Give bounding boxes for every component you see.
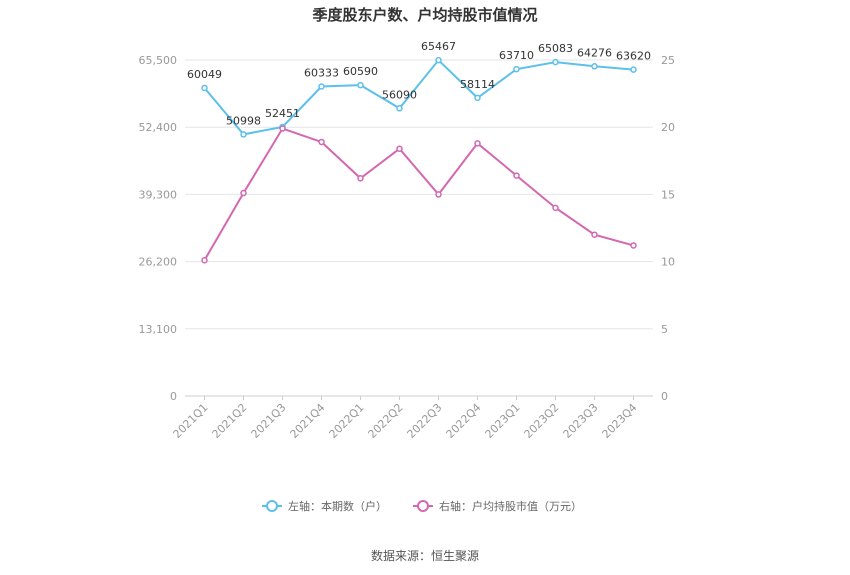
data-point[interactable] (279, 125, 286, 132)
legend-swatch-marker (266, 500, 278, 512)
data-point[interactable] (396, 105, 403, 112)
left-tick-label: 0 (170, 390, 177, 403)
data-label: 64276 (577, 46, 612, 59)
x-tick-label: 2021Q4 (288, 401, 328, 441)
source-note: 数据来源：恒生聚源 (371, 548, 479, 563)
legend-swatch-marker (417, 500, 429, 512)
x-tick-label: 2021Q3 (249, 401, 289, 441)
data-point[interactable] (552, 204, 559, 212)
x-tick-label: 2022Q3 (405, 401, 445, 441)
data-point[interactable] (630, 242, 637, 249)
data-label: 58114 (460, 78, 495, 91)
left-tick-label: 52,400 (139, 121, 178, 134)
series-line (203, 127, 634, 261)
data-label: 60590 (343, 65, 378, 78)
data-point[interactable] (474, 94, 481, 102)
right-tick-label: 15 (661, 188, 675, 201)
data-point[interactable] (591, 63, 598, 70)
x-tick-label: 2023Q4 (600, 401, 640, 441)
data-point[interactable] (435, 191, 442, 198)
data-point[interactable] (357, 81, 364, 89)
data-point[interactable] (396, 145, 403, 152)
data-point[interactable] (357, 175, 364, 182)
data-point[interactable] (552, 58, 559, 66)
data-label: 52451 (265, 107, 300, 120)
data-label: 63710 (499, 49, 534, 62)
right-tick-label: 20 (661, 121, 675, 134)
data-point[interactable] (435, 56, 442, 64)
data-label: 60333 (304, 67, 339, 80)
left-tick-label: 13,100 (139, 323, 178, 336)
data-point[interactable] (201, 84, 208, 92)
x-tick-label: 2023Q3 (561, 401, 601, 441)
x-tick-label: 2022Q1 (327, 401, 367, 441)
x-axis-ticks: 2021Q12021Q22021Q32021Q42022Q12022Q22022… (171, 396, 640, 441)
legend[interactable]: 左轴：本期数（户） 右轴：户均持股市值（万元） (262, 499, 582, 513)
data-point[interactable] (591, 231, 598, 238)
right-tick-label: 5 (661, 323, 668, 336)
grid-lines (185, 59, 653, 397)
legend-item[interactable]: 左轴：本期数（户） (262, 499, 387, 513)
chart-title: 季度股东户数、户均持股市值情况 (312, 6, 537, 24)
series-right (201, 125, 637, 264)
x-tick-label: 2023Q2 (522, 401, 562, 441)
left-tick-label: 65,500 (139, 54, 178, 67)
data-point[interactable] (318, 83, 325, 90)
data-label: 63620 (616, 50, 651, 63)
data-point[interactable] (201, 257, 208, 264)
x-tick-label: 2023Q1 (483, 401, 523, 441)
data-label: 65467 (421, 40, 456, 53)
data-point[interactable] (630, 66, 637, 73)
x-tick-label: 2022Q2 (366, 401, 406, 441)
left-tick-label: 39,300 (139, 188, 178, 201)
data-label: 60049 (187, 68, 222, 81)
data-label: 56090 (382, 88, 417, 101)
left-tick-label: 26,200 (139, 256, 178, 269)
series-left: 60049 50998 52451 60333 60590 56090 65467 58114… (187, 40, 651, 138)
legend-label: 右轴：户均持股市值（万元） (439, 499, 582, 513)
left-axis-ticks: 0 13,100 26,200 39,300 52,400 65,500 (139, 54, 178, 403)
series-area: 60049 50998 52451 60333 60590 56090 65467 58114… (187, 40, 651, 264)
x-tick-label: 2021Q2 (210, 401, 250, 441)
legend-label: 左轴：本期数（户） (288, 499, 387, 513)
data-point[interactable] (513, 65, 520, 73)
data-label: 50998 (226, 114, 261, 127)
x-tick-label: 2022Q4 (444, 401, 484, 441)
right-tick-label: 25 (661, 54, 675, 67)
data-point[interactable] (513, 172, 520, 179)
data-label: 65083 (538, 42, 573, 55)
data-point[interactable] (318, 138, 325, 146)
data-point[interactable] (474, 140, 481, 147)
x-tick-label: 2021Q1 (171, 401, 211, 441)
right-axis-ticks: 0 5 10 15 20 25 (661, 54, 675, 403)
series-line (203, 58, 634, 136)
data-point[interactable] (240, 131, 247, 138)
right-tick-label: 10 (661, 256, 675, 269)
data-point[interactable] (240, 189, 247, 197)
legend-item[interactable]: 右轴：户均持股市值（万元） (413, 499, 582, 513)
right-tick-label: 0 (661, 390, 668, 403)
